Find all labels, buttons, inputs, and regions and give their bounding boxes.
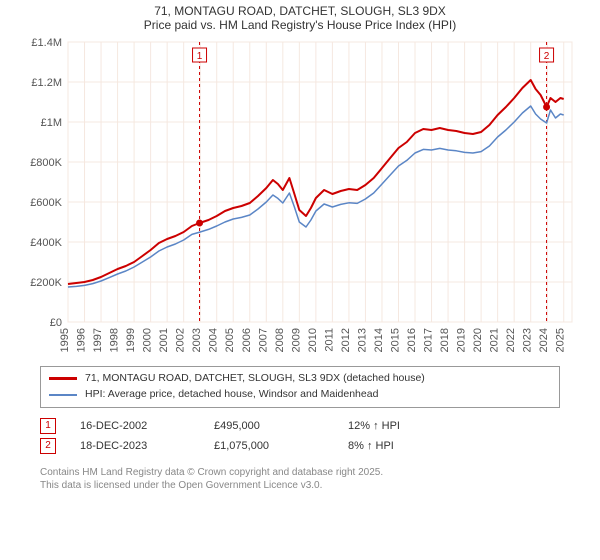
- legend: 71, MONTAGU ROAD, DATCHET, SLOUGH, SL3 9…: [40, 366, 560, 408]
- legend-swatch-price: [49, 377, 77, 380]
- svg-text:£600K: £600K: [30, 197, 62, 209]
- chart-subtitle: Price paid vs. HM Land Registry's House …: [144, 18, 456, 32]
- chart-container: 71, MONTAGU ROAD, DATCHET, SLOUGH, SL3 9…: [0, 0, 600, 560]
- svg-text:2025: 2025: [555, 328, 567, 352]
- svg-text:1998: 1998: [109, 328, 121, 352]
- svg-text:£200K: £200K: [30, 277, 62, 289]
- svg-text:1: 1: [197, 51, 203, 62]
- svg-text:2: 2: [544, 51, 550, 62]
- svg-text:2000: 2000: [142, 328, 154, 352]
- svg-text:2006: 2006: [241, 328, 253, 352]
- price-chart: £0 £200K £400K £600K £800K £1M £1.2M £1.4M 1995 1…: [20, 32, 580, 362]
- footer-line: This data is licensed under the Open Gov…: [40, 479, 560, 492]
- svg-text:2018: 2018: [439, 328, 451, 352]
- svg-text:2021: 2021: [489, 328, 501, 352]
- svg-text:2003: 2003: [191, 328, 203, 352]
- svg-text:£1.2M: £1.2M: [31, 77, 62, 89]
- svg-text:2009: 2009: [290, 328, 302, 352]
- legend-label: HPI: Average price, detached house, Wind…: [85, 387, 378, 403]
- event-date: 16-DEC-2002: [80, 420, 190, 432]
- svg-text:£1.4M: £1.4M: [31, 37, 62, 49]
- event-marker: 2: [40, 438, 56, 454]
- event-price: £1,075,000: [214, 440, 324, 452]
- legend-label: 71, MONTAGU ROAD, DATCHET, SLOUGH, SL3 9…: [85, 371, 425, 387]
- svg-text:2020: 2020: [472, 328, 484, 352]
- svg-text:£400K: £400K: [30, 237, 62, 249]
- svg-text:£1M: £1M: [41, 117, 62, 129]
- event-price: £495,000: [214, 420, 324, 432]
- svg-text:1997: 1997: [92, 328, 104, 352]
- event-marker: 1: [40, 418, 56, 434]
- event-date: 18-DEC-2023: [80, 440, 190, 452]
- svg-text:2016: 2016: [406, 328, 418, 352]
- svg-text:2022: 2022: [505, 328, 517, 352]
- footer: Contains HM Land Registry data © Crown c…: [40, 466, 560, 492]
- events-block: 1 16-DEC-2002 £495,000 12% ↑ HPI 2 18-DE…: [40, 414, 560, 458]
- svg-text:2012: 2012: [340, 328, 352, 352]
- chart-title: 71, MONTAGU ROAD, DATCHET, SLOUGH, SL3 9…: [144, 4, 456, 18]
- svg-text:2023: 2023: [522, 328, 534, 352]
- svg-text:2007: 2007: [257, 328, 269, 352]
- svg-text:£800K: £800K: [30, 157, 62, 169]
- svg-text:2004: 2004: [208, 328, 220, 352]
- svg-text:2005: 2005: [224, 328, 236, 352]
- event-delta: 12% ↑ HPI: [348, 420, 458, 432]
- svg-text:1999: 1999: [125, 328, 137, 352]
- svg-text:2015: 2015: [389, 328, 401, 352]
- event-row: 2 18-DEC-2023 £1,075,000 8% ↑ HPI: [40, 438, 560, 454]
- svg-text:£0: £0: [50, 317, 62, 329]
- legend-swatch-hpi: [49, 394, 77, 396]
- svg-text:2011: 2011: [323, 328, 335, 352]
- svg-text:1996: 1996: [76, 328, 88, 352]
- footer-line: Contains HM Land Registry data © Crown c…: [40, 466, 560, 479]
- svg-text:2014: 2014: [373, 328, 385, 352]
- title-block: 71, MONTAGU ROAD, DATCHET, SLOUGH, SL3 9…: [144, 4, 456, 32]
- svg-text:2002: 2002: [175, 328, 187, 352]
- svg-text:1995: 1995: [59, 328, 71, 352]
- legend-row: HPI: Average price, detached house, Wind…: [49, 387, 551, 403]
- event-row: 1 16-DEC-2002 £495,000 12% ↑ HPI: [40, 418, 560, 434]
- svg-text:2010: 2010: [307, 328, 319, 352]
- svg-text:2024: 2024: [538, 328, 550, 352]
- svg-text:2008: 2008: [274, 328, 286, 352]
- svg-text:2019: 2019: [456, 328, 468, 352]
- svg-text:2013: 2013: [356, 328, 368, 352]
- event-delta: 8% ↑ HPI: [348, 440, 458, 452]
- legend-row: 71, MONTAGU ROAD, DATCHET, SLOUGH, SL3 9…: [49, 371, 551, 387]
- svg-text:2001: 2001: [158, 328, 170, 352]
- svg-text:2017: 2017: [423, 328, 435, 352]
